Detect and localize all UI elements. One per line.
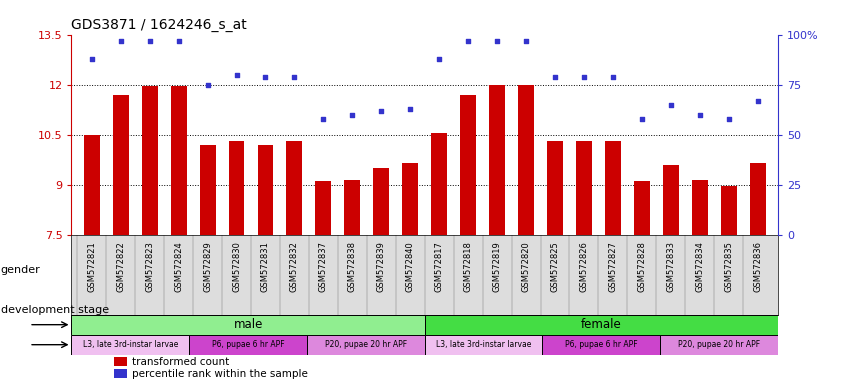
Bar bbox=[605, 141, 621, 235]
Bar bbox=[663, 165, 679, 235]
Point bbox=[635, 116, 648, 122]
Bar bbox=[257, 145, 273, 235]
Bar bbox=[425, 335, 542, 355]
Bar bbox=[315, 181, 331, 235]
Point bbox=[432, 56, 446, 62]
Bar bbox=[307, 335, 425, 355]
Text: GSM572836: GSM572836 bbox=[754, 241, 762, 292]
Bar bbox=[344, 180, 360, 235]
Text: female: female bbox=[581, 318, 621, 331]
Point bbox=[317, 116, 331, 122]
Text: P20, pupae 20 hr APF: P20, pupae 20 hr APF bbox=[678, 340, 760, 349]
Bar bbox=[518, 84, 534, 235]
Text: P6, pupae 6 hr APF: P6, pupae 6 hr APF bbox=[565, 340, 637, 349]
Point bbox=[374, 108, 388, 114]
Text: transformed count: transformed count bbox=[131, 357, 229, 367]
Bar bbox=[199, 145, 215, 235]
Bar bbox=[71, 335, 189, 355]
Text: GSM572825: GSM572825 bbox=[551, 241, 559, 292]
Text: GSM572817: GSM572817 bbox=[435, 241, 444, 292]
Bar bbox=[114, 369, 127, 378]
Point bbox=[288, 73, 301, 79]
Point bbox=[577, 73, 590, 79]
Bar bbox=[547, 141, 563, 235]
Bar bbox=[425, 314, 778, 335]
Bar bbox=[113, 94, 129, 235]
Text: P6, pupae 6 hr APF: P6, pupae 6 hr APF bbox=[212, 340, 284, 349]
Text: GSM572840: GSM572840 bbox=[405, 241, 415, 292]
Text: GSM572828: GSM572828 bbox=[637, 241, 647, 292]
Point bbox=[230, 71, 243, 78]
Bar bbox=[71, 314, 425, 335]
Point bbox=[519, 38, 532, 44]
Bar bbox=[460, 94, 476, 235]
Text: GSM572819: GSM572819 bbox=[493, 241, 501, 292]
Text: development stage: development stage bbox=[1, 305, 109, 315]
Text: GSM572824: GSM572824 bbox=[174, 241, 183, 292]
Bar bbox=[721, 186, 737, 235]
Point bbox=[693, 111, 706, 118]
Text: GSM572832: GSM572832 bbox=[290, 241, 299, 292]
Text: GSM572831: GSM572831 bbox=[261, 241, 270, 292]
Point bbox=[462, 38, 475, 44]
Point bbox=[114, 38, 128, 44]
Point bbox=[606, 73, 620, 79]
Bar bbox=[171, 86, 187, 235]
Text: P20, pupae 20 hr APF: P20, pupae 20 hr APF bbox=[325, 340, 407, 349]
Text: GSM572834: GSM572834 bbox=[696, 241, 704, 292]
Bar bbox=[692, 180, 708, 235]
Point bbox=[722, 116, 735, 122]
Text: GSM572821: GSM572821 bbox=[87, 241, 96, 292]
Bar bbox=[402, 163, 418, 235]
Text: percentile rank within the sample: percentile rank within the sample bbox=[131, 369, 308, 379]
Point bbox=[259, 73, 272, 79]
Text: GSM572820: GSM572820 bbox=[521, 241, 531, 292]
Text: GSM572829: GSM572829 bbox=[203, 241, 212, 292]
Text: GSM572839: GSM572839 bbox=[377, 241, 386, 292]
Point bbox=[751, 98, 764, 104]
Bar bbox=[489, 84, 505, 235]
Point bbox=[143, 38, 156, 44]
Bar bbox=[634, 181, 650, 235]
Point bbox=[201, 81, 214, 88]
Text: L3, late 3rd-instar larvae: L3, late 3rd-instar larvae bbox=[436, 340, 532, 349]
Point bbox=[404, 106, 417, 112]
Bar bbox=[749, 163, 765, 235]
Bar bbox=[431, 133, 447, 235]
Bar bbox=[114, 357, 127, 366]
Bar bbox=[141, 86, 157, 235]
Text: GDS3871 / 1624246_s_at: GDS3871 / 1624246_s_at bbox=[71, 18, 247, 32]
Bar bbox=[229, 141, 245, 235]
Point bbox=[346, 111, 359, 118]
Point bbox=[85, 56, 98, 62]
Point bbox=[172, 38, 185, 44]
Bar bbox=[542, 335, 660, 355]
Bar bbox=[660, 335, 778, 355]
Text: GSM572838: GSM572838 bbox=[348, 241, 357, 292]
Text: GSM572835: GSM572835 bbox=[724, 241, 733, 292]
Bar bbox=[189, 335, 307, 355]
Text: gender: gender bbox=[1, 265, 40, 275]
Text: GSM572826: GSM572826 bbox=[579, 241, 589, 292]
Point bbox=[490, 38, 504, 44]
Point bbox=[664, 101, 678, 108]
Bar bbox=[576, 141, 592, 235]
Text: male: male bbox=[234, 318, 262, 331]
Text: GSM572822: GSM572822 bbox=[116, 241, 125, 292]
Text: GSM572837: GSM572837 bbox=[319, 241, 328, 292]
Bar bbox=[373, 168, 389, 235]
Text: GSM572818: GSM572818 bbox=[463, 241, 473, 292]
Bar bbox=[287, 141, 303, 235]
Point bbox=[548, 73, 562, 79]
Bar bbox=[84, 135, 100, 235]
Text: GSM572827: GSM572827 bbox=[608, 241, 617, 292]
Text: L3, late 3rd-instar larvae: L3, late 3rd-instar larvae bbox=[82, 340, 178, 349]
Text: GSM572833: GSM572833 bbox=[666, 241, 675, 292]
Text: GSM572823: GSM572823 bbox=[145, 241, 154, 292]
Text: GSM572830: GSM572830 bbox=[232, 241, 241, 292]
